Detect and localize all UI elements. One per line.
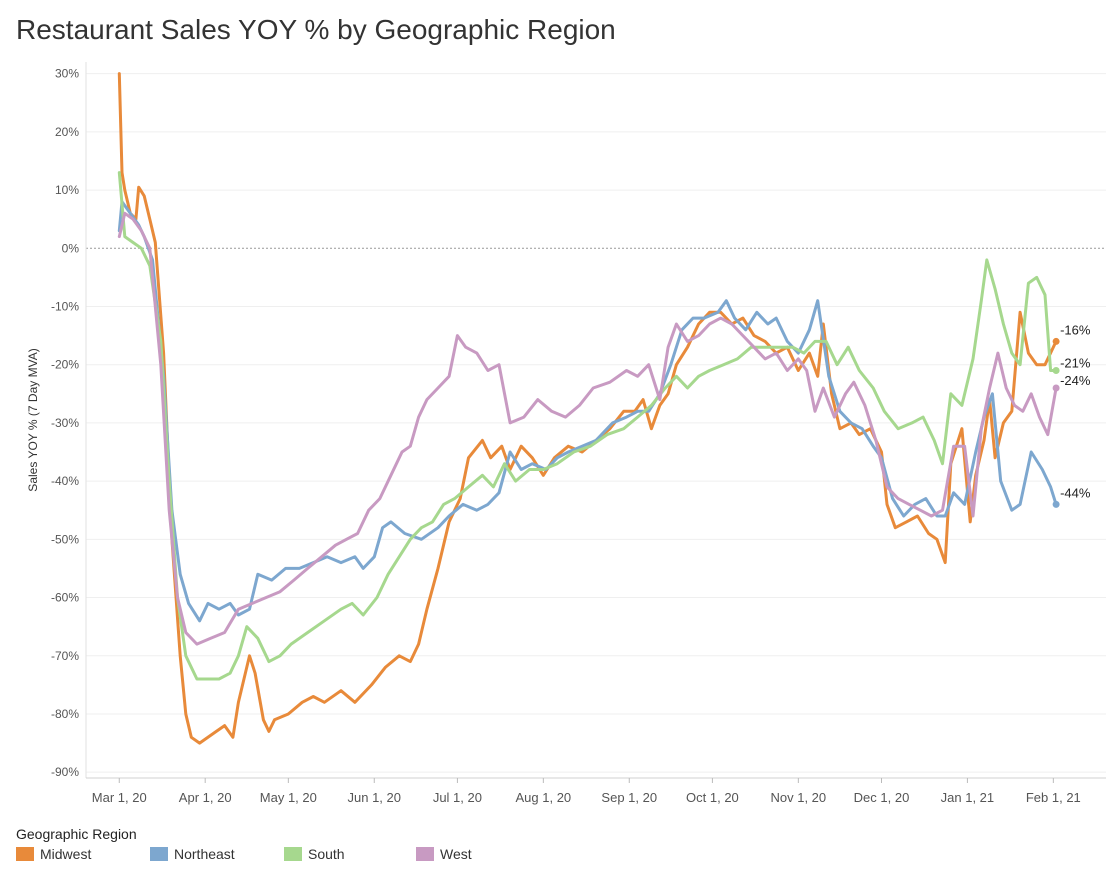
x-tick-label: Apr 1, 20 [179,790,232,805]
end-label-midwest: -16% [1060,322,1091,337]
y-tick-label: -60% [51,591,79,605]
end-marker-northeast [1052,500,1060,508]
y-tick-label: 10% [55,183,79,197]
y-tick-label: -70% [51,649,79,663]
x-tick-label: Jan 1, 21 [941,790,995,805]
legend-item-midwest: Midwest [16,846,91,862]
end-marker-south [1052,367,1060,375]
legend-swatch [416,847,434,861]
y-tick-label: -50% [51,532,79,546]
line-chart: 30% 20% 10% 0% -10% -20% -30% -40% -50% -60% -70% -… [26,62,1106,805]
series-line-northeast [117,200,1058,623]
x-tick-label: Jul 1, 20 [433,790,482,805]
legend-label: Midwest [40,846,92,862]
x-tick-label: Jun 1, 20 [348,790,402,805]
x-tick-label: May 1, 20 [260,790,317,805]
y-tick-label: 0% [62,241,80,255]
x-tick-label: Aug 1, 20 [516,790,572,805]
legend: Geographic Region Midwest Northeast South W… [16,826,472,862]
legend-item-northeast: Northeast [150,846,235,862]
y-axis-label: Sales YOY % (7 Day MVA) [26,348,40,491]
chart-title: Restaurant Sales YOY % by Geographic Reg… [16,14,616,45]
end-label-west: -24% [1060,373,1091,388]
end-label-northeast: -44% [1060,485,1091,500]
end-marker-midwest [1052,337,1060,345]
end-marker-west [1052,384,1060,392]
y-tick-label: -90% [51,765,79,779]
series-line-south [117,171,1058,681]
end-labels: -16% -44% -21% -24% [1052,322,1091,508]
legend-swatch [16,847,34,861]
x-tick-label: Oct 1, 20 [686,790,739,805]
x-tick-label: Sep 1, 20 [601,790,657,805]
axes: 30% 20% 10% 0% -10% -20% -30% -40% -50% -60% -70% -… [51,62,1106,805]
legend-item-south: South [284,846,345,862]
end-label-south: -21% [1060,356,1091,371]
gridlines [86,73,1106,773]
y-tick-label: 20% [55,125,79,139]
y-tick-label: -30% [51,416,79,430]
legend-item-west: West [416,846,472,862]
legend-label: Northeast [174,846,235,862]
legend-title: Geographic Region [16,826,137,842]
y-tick-label: -20% [51,358,79,372]
x-tick-label: Feb 1, 21 [1026,790,1081,805]
x-tick-label: Dec 1, 20 [854,790,910,805]
y-tick-label: -80% [51,707,79,721]
legend-swatch [150,847,168,861]
x-tick-label: Nov 1, 20 [771,790,827,805]
y-tick-label: 30% [55,67,79,81]
y-tick-label: -10% [51,299,79,313]
legend-swatch [284,847,302,861]
x-tick-label: Mar 1, 20 [92,790,147,805]
y-tick-label: -40% [51,474,79,488]
legend-label: West [440,846,472,862]
legend-label: South [308,846,345,862]
series-line-west [117,211,1058,646]
series-lines [117,72,1058,745]
